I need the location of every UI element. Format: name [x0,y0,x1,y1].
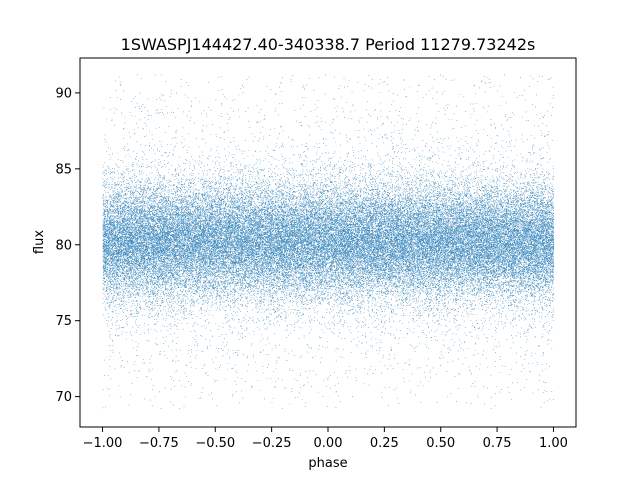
data-points [102,74,555,409]
x-tick-label: 0.75 [483,436,512,451]
x-axis: −1.00 −0.75 −0.50 −0.25 0.00 0.25 0.50 0.75 1.00 [83,427,568,451]
x-tick-label: 0.50 [426,436,455,451]
y-axis: 70 75 80 85 90 [55,86,80,405]
chart-title: 1SWASPJ144427.40-340338.7 Period 11279.7… [121,35,536,54]
x-tick-label: −1.00 [83,436,123,451]
x-tick-label: 0.00 [314,436,343,451]
x-tick-label: −0.25 [252,436,292,451]
x-tick-label: 0.25 [370,436,399,451]
x-tick-label: −0.75 [139,436,179,451]
y-tick-label: 90 [55,86,72,101]
x-tick-label: −0.50 [195,436,235,451]
y-tick-label: 80 [55,238,72,253]
flux-points [102,74,555,409]
x-axis-label: phase [308,456,347,471]
y-tick-label: 70 [55,390,72,405]
x-tick-label: 1.00 [539,436,568,451]
y-axis-label: flux [32,230,47,254]
y-tick-label: 85 [55,162,72,177]
y-tick-label: 75 [55,314,72,329]
